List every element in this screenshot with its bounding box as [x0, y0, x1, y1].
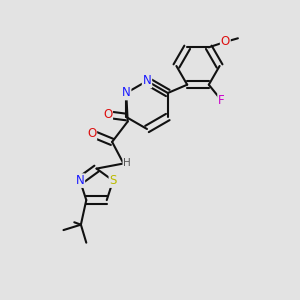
Text: N: N	[122, 86, 130, 100]
Text: F: F	[218, 94, 225, 107]
Text: O: O	[221, 35, 230, 48]
Text: O: O	[87, 127, 96, 140]
Text: N: N	[76, 174, 84, 187]
Text: H: H	[123, 158, 131, 169]
Text: O: O	[103, 108, 112, 121]
Text: N: N	[142, 74, 152, 88]
Text: S: S	[110, 174, 117, 187]
